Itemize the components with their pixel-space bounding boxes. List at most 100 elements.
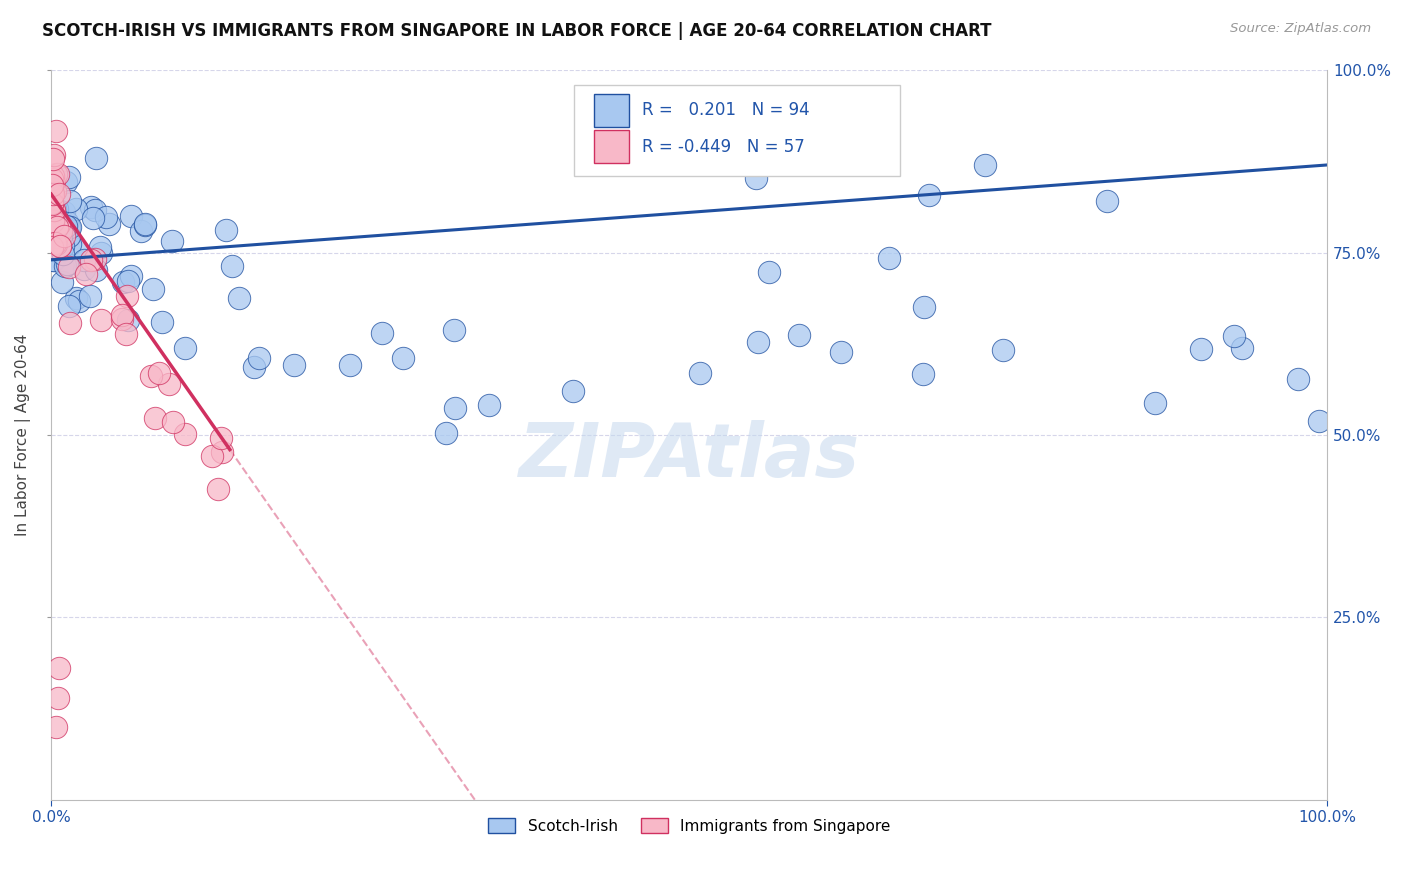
Point xyxy=(42,252,65,267)
Point xyxy=(42,243,65,257)
Point xyxy=(42,148,65,162)
Point xyxy=(52,238,75,252)
Point xyxy=(75,267,97,281)
Point xyxy=(173,341,195,355)
Point xyxy=(48,167,70,181)
Point xyxy=(745,171,768,186)
Point xyxy=(56,215,79,229)
Point xyxy=(46,202,69,217)
Point xyxy=(58,219,80,234)
Point xyxy=(48,217,70,231)
Point xyxy=(1230,341,1253,355)
Point xyxy=(115,289,138,303)
Text: R =   0.201   N = 94: R = 0.201 N = 94 xyxy=(643,101,810,120)
Point xyxy=(46,690,69,705)
Point xyxy=(911,368,934,382)
Point xyxy=(49,228,72,243)
Point xyxy=(96,211,118,225)
Point xyxy=(58,170,80,185)
Point xyxy=(45,167,67,181)
Point xyxy=(51,223,73,237)
Point xyxy=(44,202,66,217)
Point xyxy=(49,241,72,255)
Point xyxy=(44,235,66,250)
Point xyxy=(52,246,75,260)
Text: ZIPAtlas: ZIPAtlas xyxy=(519,420,860,493)
Point xyxy=(789,328,811,343)
Point xyxy=(1097,194,1119,208)
Point xyxy=(42,174,65,188)
Point xyxy=(59,194,82,208)
Point xyxy=(41,182,63,196)
Point xyxy=(79,252,101,267)
Point xyxy=(45,237,67,252)
Point xyxy=(90,313,112,327)
Point xyxy=(84,202,107,217)
Point xyxy=(73,252,96,267)
Point xyxy=(42,227,65,241)
Point xyxy=(215,222,238,236)
Point xyxy=(45,124,67,138)
Point xyxy=(162,415,184,429)
Point xyxy=(974,158,997,172)
Point xyxy=(45,720,67,734)
Point xyxy=(150,315,173,329)
Point xyxy=(339,358,361,372)
Point xyxy=(201,449,224,463)
Point xyxy=(1286,372,1309,386)
Point xyxy=(134,218,156,232)
Point xyxy=(139,369,162,384)
Point xyxy=(747,335,769,350)
Point xyxy=(89,240,111,254)
Point xyxy=(73,262,96,277)
Point xyxy=(48,186,70,201)
Point xyxy=(90,246,112,260)
Point xyxy=(174,427,197,442)
Point xyxy=(209,431,232,445)
Legend: Scotch-Irish, Immigrants from Singapore: Scotch-Irish, Immigrants from Singapore xyxy=(482,812,897,839)
Text: R = -0.449   N = 57: R = -0.449 N = 57 xyxy=(643,137,804,156)
Point xyxy=(243,359,266,374)
Point xyxy=(45,219,67,234)
Text: SCOTCH-IRISH VS IMMIGRANTS FROM SINGAPORE IN LABOR FORCE | AGE 20-64 CORRELATION: SCOTCH-IRISH VS IMMIGRANTS FROM SINGAPOR… xyxy=(42,22,991,40)
Point xyxy=(65,202,87,216)
Point xyxy=(221,259,243,273)
Point xyxy=(84,263,107,277)
Point xyxy=(49,238,72,252)
Point xyxy=(82,211,104,225)
Point xyxy=(111,311,134,326)
Point xyxy=(129,225,152,239)
Point xyxy=(758,265,780,279)
Point xyxy=(42,186,65,201)
Point xyxy=(65,242,87,256)
Point xyxy=(141,282,163,296)
Point xyxy=(41,194,63,209)
Point xyxy=(45,230,67,244)
Point xyxy=(877,252,900,266)
Point xyxy=(434,426,457,441)
Point xyxy=(41,185,63,199)
Point xyxy=(44,184,66,198)
Y-axis label: In Labor Force | Age 20-64: In Labor Force | Age 20-64 xyxy=(15,334,31,536)
Point xyxy=(148,366,170,380)
Point xyxy=(41,220,63,235)
Point xyxy=(51,229,73,244)
Point xyxy=(160,234,183,248)
Point xyxy=(48,661,70,675)
Point xyxy=(143,411,166,425)
Point xyxy=(55,257,77,271)
FancyBboxPatch shape xyxy=(593,94,630,127)
Point xyxy=(44,202,66,217)
Point xyxy=(42,204,65,219)
Point xyxy=(443,401,465,415)
Point xyxy=(1144,396,1167,410)
Point xyxy=(53,259,76,273)
Point xyxy=(443,323,465,337)
Point xyxy=(207,482,229,496)
Point xyxy=(41,213,63,227)
Point xyxy=(45,209,67,223)
Point xyxy=(42,252,65,267)
Point xyxy=(65,291,87,305)
Point xyxy=(562,384,585,398)
Point xyxy=(46,225,69,239)
